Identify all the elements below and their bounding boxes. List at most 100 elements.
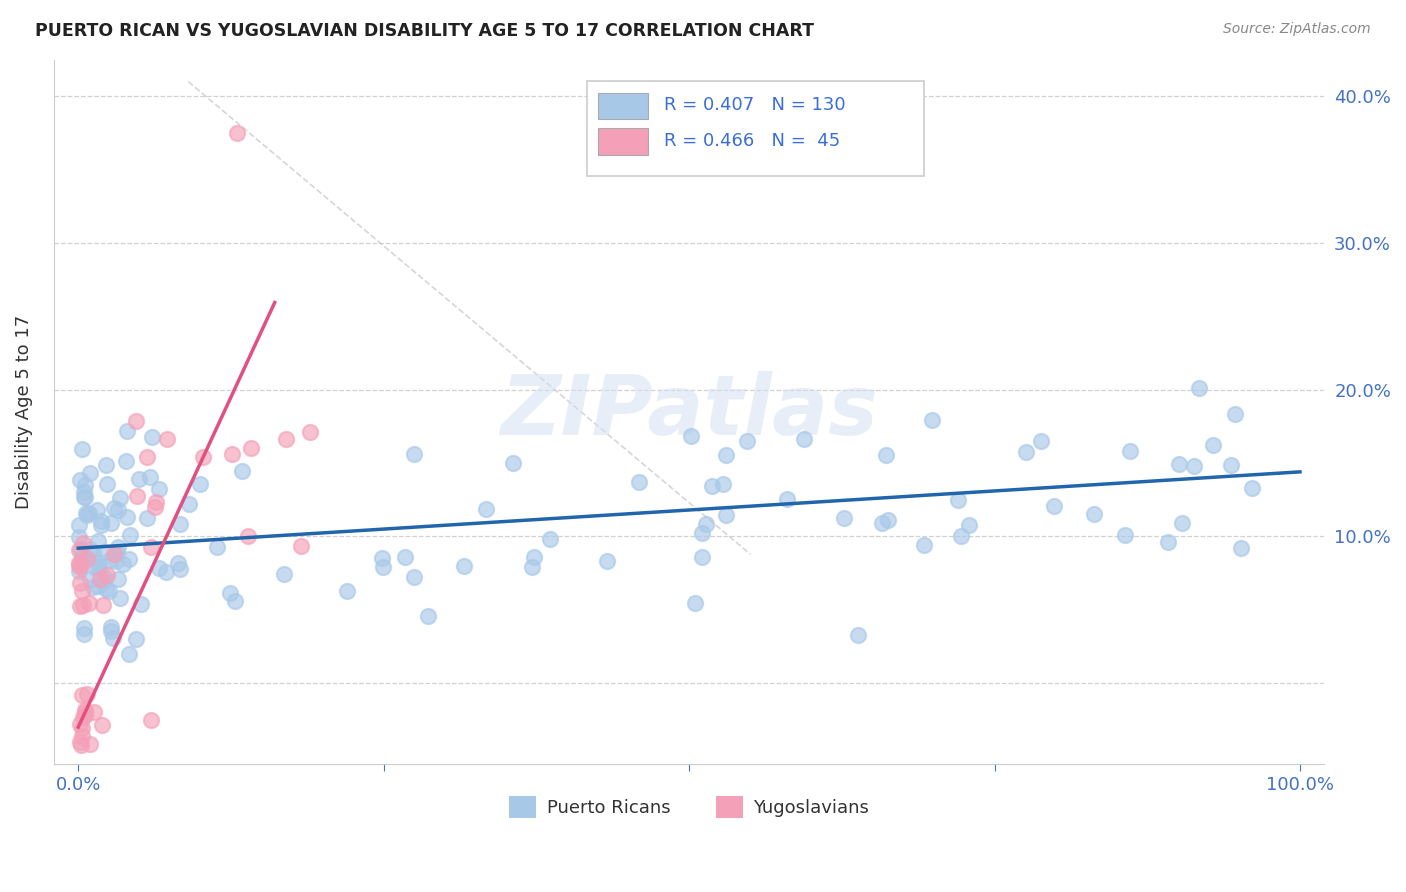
Point — [1015, 445, 1038, 459]
Point — [89, 572, 111, 586]
Point — [86, 503, 108, 517]
Point — [105, 554, 128, 568]
Point — [115, 454, 138, 468]
Point — [76, 687, 98, 701]
Point — [876, 514, 898, 528]
Point — [1043, 500, 1066, 514]
Text: Source: ZipAtlas.com: Source: ZipAtlas.com — [1223, 22, 1371, 37]
Point — [177, 497, 200, 511]
Point — [83, 705, 105, 719]
Point — [103, 500, 125, 515]
Point — [846, 628, 869, 642]
Point — [93, 574, 115, 589]
Point — [832, 511, 855, 525]
Point — [683, 596, 706, 610]
Point — [75, 506, 97, 520]
Point — [73, 627, 96, 641]
Point — [139, 714, 162, 728]
Point — [700, 479, 723, 493]
Point — [238, 528, 260, 542]
Point — [90, 514, 112, 528]
Point — [155, 566, 177, 580]
Point — [72, 535, 94, 549]
Point — [502, 456, 524, 470]
Point — [404, 570, 426, 584]
Point — [520, 560, 543, 574]
Point — [453, 559, 475, 574]
Point — [100, 620, 122, 634]
Point — [93, 570, 115, 584]
Point — [875, 448, 897, 462]
Point — [107, 572, 129, 586]
Point — [1229, 541, 1251, 556]
Point — [1168, 457, 1191, 471]
Point — [221, 446, 243, 460]
Point — [94, 458, 117, 473]
Point — [716, 448, 738, 462]
Point — [69, 559, 91, 574]
Point — [240, 441, 263, 455]
Point — [96, 476, 118, 491]
Point — [1219, 458, 1241, 472]
Point — [87, 561, 110, 575]
Point — [205, 541, 228, 555]
Point — [79, 572, 101, 586]
Point — [89, 560, 111, 574]
Text: R = 0.407   N = 130: R = 0.407 N = 130 — [664, 96, 845, 114]
Point — [274, 432, 297, 446]
Point — [107, 540, 129, 554]
Point — [418, 608, 440, 623]
Point — [101, 632, 124, 646]
Point — [73, 705, 96, 719]
Point — [373, 559, 395, 574]
Point — [105, 546, 128, 560]
Point — [1157, 535, 1180, 549]
Point — [538, 532, 561, 546]
FancyBboxPatch shape — [598, 128, 648, 154]
Point — [523, 550, 546, 565]
Point — [1182, 458, 1205, 473]
Point — [79, 596, 101, 610]
Point — [776, 492, 799, 507]
Point — [474, 502, 496, 516]
Point — [711, 476, 734, 491]
Text: PUERTO RICAN VS YUGOSLAVIAN DISABILITY AGE 5 TO 17 CORRELATION CHART: PUERTO RICAN VS YUGOSLAVIAN DISABILITY A… — [35, 22, 814, 40]
Point — [596, 554, 619, 568]
Point — [69, 716, 91, 731]
Point — [76, 508, 98, 522]
Point — [100, 624, 122, 638]
Point — [1114, 528, 1136, 542]
Point — [735, 434, 758, 449]
Point — [1241, 481, 1264, 495]
Point — [136, 450, 159, 465]
Point — [111, 558, 134, 572]
Point — [91, 718, 114, 732]
Point — [91, 599, 114, 613]
Point — [69, 517, 91, 532]
Point — [231, 464, 253, 478]
Point — [84, 561, 107, 575]
Point — [145, 495, 167, 509]
Point — [79, 542, 101, 557]
Point — [103, 547, 125, 561]
Point — [75, 703, 97, 717]
Point — [1188, 381, 1211, 395]
Point — [73, 621, 96, 635]
Point — [73, 708, 96, 723]
Point — [110, 491, 132, 505]
Point — [70, 688, 93, 702]
Point — [69, 564, 91, 578]
Point — [70, 583, 93, 598]
Point — [957, 518, 980, 533]
Point — [72, 599, 94, 613]
Point — [156, 432, 179, 446]
Point — [793, 432, 815, 446]
Point — [1031, 434, 1053, 449]
Point — [336, 584, 359, 599]
Point — [128, 473, 150, 487]
Point — [190, 476, 212, 491]
Point — [169, 516, 191, 531]
Point — [139, 469, 162, 483]
Point — [695, 516, 717, 531]
Text: ZIPatlas: ZIPatlas — [501, 371, 879, 452]
